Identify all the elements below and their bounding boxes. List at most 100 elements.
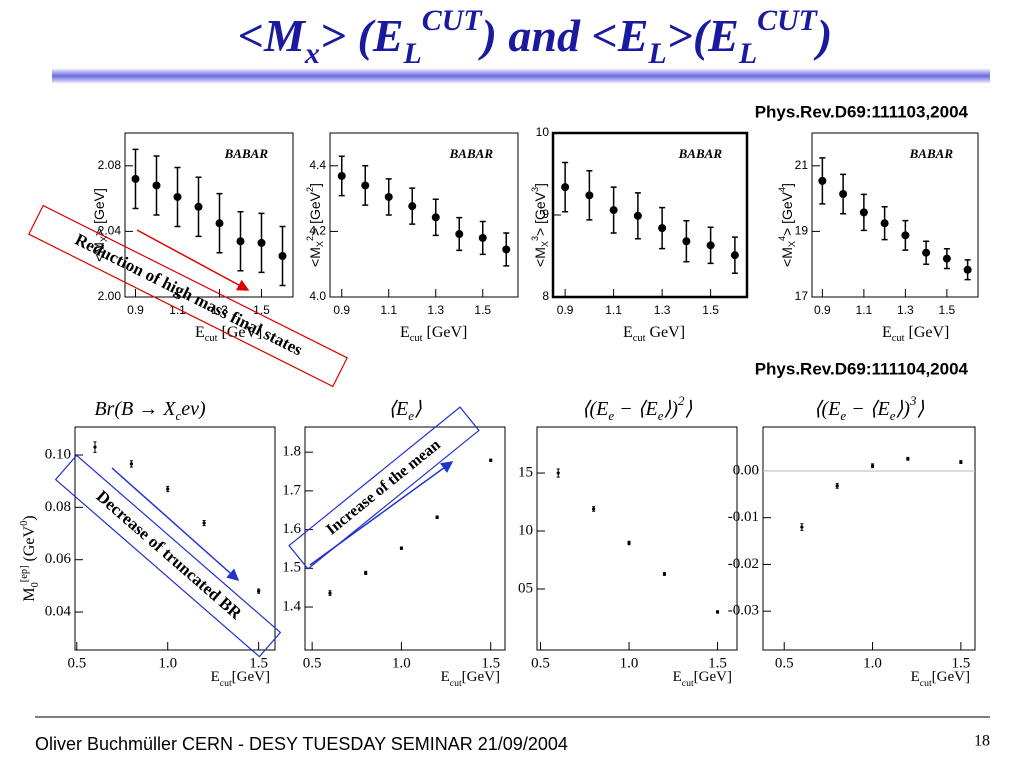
text-segment: X <box>787 241 797 247</box>
data-point <box>489 458 493 462</box>
text-segment: ⟩) <box>663 398 678 420</box>
text-segment: CUT <box>422 4 484 37</box>
text-segment: cut <box>892 333 905 344</box>
y-tick-label: 0.06 <box>45 551 72 567</box>
data-point <box>658 224 667 233</box>
text-segment: 2 <box>305 236 315 241</box>
text-segment: E <box>195 324 205 341</box>
x-tick-label: 0.9 <box>557 303 574 317</box>
x-axis-label: Ecut [GeV] <box>882 324 949 344</box>
x-axis-label: Ecut [GeV] <box>195 324 262 344</box>
text-segment: ) and <E <box>478 10 649 61</box>
data-point <box>942 254 951 263</box>
text-segment: (GeV <box>21 525 38 565</box>
x-tick-label: 1.3 <box>654 303 671 317</box>
x-axis-label: Ecut[GeV] <box>673 669 732 688</box>
y-tick-label: -0.03 <box>728 603 759 619</box>
x-tick-label: 1.5 <box>253 303 270 317</box>
y-tick-label: 15 <box>518 464 533 480</box>
text-segment: > [GeV] <box>91 188 107 236</box>
data-point <box>431 213 440 222</box>
data-point <box>901 231 910 240</box>
data-point <box>202 521 206 525</box>
text-segment: ⟩ <box>414 398 422 420</box>
data-point <box>173 192 182 201</box>
x-axis-label: Ecut[GeV] <box>211 669 270 688</box>
y-tick-label: 2.00 <box>98 289 122 303</box>
y-tick-label: 1.4 <box>282 598 301 614</box>
data-point <box>633 211 642 220</box>
data-point <box>328 591 332 595</box>
x-tick-label: 0.5 <box>67 655 86 671</box>
data-point <box>131 174 140 183</box>
y-tick-label: 0.10 <box>45 446 71 462</box>
y-tick-label: 17 <box>795 289 809 303</box>
text-segment: e <box>408 408 414 423</box>
text-segment: − ⟨E <box>614 398 658 420</box>
text-segment: <M <box>779 247 795 267</box>
data-point <box>609 206 618 215</box>
text-segment: > (E <box>320 10 404 61</box>
text-segment: E <box>400 324 410 341</box>
y-tick-label: 0.04 <box>45 603 72 619</box>
text-segment: [GeV] <box>932 669 970 685</box>
text-segment: cut <box>682 678 694 689</box>
text-segment: ⟩) <box>895 398 910 420</box>
data-point <box>364 571 368 575</box>
x-tick-label: 1.3 <box>211 303 228 317</box>
x-tick-label: 1.1 <box>380 303 397 317</box>
x-tick-label: 1.3 <box>427 303 444 317</box>
data-point <box>399 546 404 550</box>
y-tick-label: 2.04 <box>98 224 122 238</box>
x-tick-label: 0.5 <box>775 655 794 671</box>
x-tick-label: 1.1 <box>605 303 622 317</box>
y-tick-label: 05 <box>518 580 533 596</box>
arrow <box>111 467 240 581</box>
data-point <box>278 252 287 260</box>
annotation-box <box>54 454 282 658</box>
text-segment: − ⟨E <box>846 398 890 420</box>
text-segment: cut <box>920 678 932 689</box>
y-tick-label: 1.7 <box>282 482 301 498</box>
data-point <box>361 181 370 190</box>
data-point <box>839 190 848 199</box>
data-point <box>561 183 570 192</box>
data-point <box>800 525 804 529</box>
data-point <box>166 487 170 491</box>
text-segment: 4 <box>777 187 787 192</box>
reference: Phys.Rev.D69:111104,2004 <box>755 359 969 378</box>
text-segment: GeV] <box>645 324 685 341</box>
text-segment: e <box>840 408 846 423</box>
text-segment: 0 <box>30 582 41 587</box>
text-segment: L <box>738 37 757 70</box>
y-axis-label: M0[ep] (GeV0) <box>19 515 41 601</box>
experiment-label: BABAR <box>449 146 494 161</box>
text-segment: [GeV] <box>422 324 467 341</box>
x-axis-label: Ecut [GeV] <box>400 324 467 344</box>
y-tick-label: 4.4 <box>309 158 326 172</box>
data-point <box>585 191 594 200</box>
text-segment: ⟨(E <box>582 398 609 420</box>
data-point <box>257 589 261 593</box>
text-segment: e <box>658 408 664 423</box>
x-axis-label: Ecut GeV] <box>623 324 685 344</box>
y-tick-label: 10 <box>518 522 533 538</box>
text-segment: cut <box>220 678 232 689</box>
text-segment: ) <box>21 515 38 520</box>
x-tick-label: 1.5 <box>939 303 956 317</box>
data-point <box>236 237 245 246</box>
y-tick-label: -0.02 <box>728 556 759 572</box>
plot: 1.4 1.5 1.6 1.7 1.8 0.5 1.0 1.5 ⟨Ee⟩ Ecut[GeV] <box>282 398 506 689</box>
text-segment: M <box>21 587 38 601</box>
text-segment: <M <box>238 10 307 61</box>
text-segment: [GeV] <box>232 669 270 685</box>
text-segment: X <box>315 241 325 247</box>
data-point <box>959 460 963 464</box>
data-point <box>706 241 715 250</box>
data-point <box>859 208 868 217</box>
page-number: 18 <box>974 733 990 750</box>
plot-frame <box>762 426 976 651</box>
